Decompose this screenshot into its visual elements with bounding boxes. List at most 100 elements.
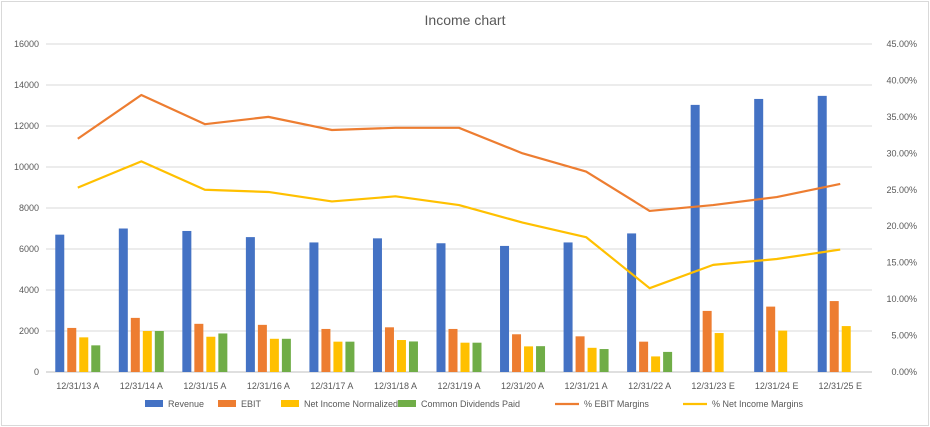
left-tick-label: 14000: [14, 80, 39, 90]
legend-swatch: [398, 400, 416, 407]
bar-revenue: [690, 104, 700, 372]
bar-net-income-normalized: [651, 356, 661, 372]
bar-revenue: [55, 234, 65, 372]
bar-ebit: [512, 334, 522, 372]
bar-ebit: [194, 323, 204, 372]
bar-ebit: [702, 310, 712, 372]
bar-net-income-normalized: [333, 341, 343, 372]
bar-net-income-normalized: [714, 333, 724, 372]
bar-ebit: [639, 341, 649, 372]
right-tick-label: 40.00%: [886, 75, 917, 85]
x-tick-label: 12/31/22 A: [628, 381, 671, 391]
bar-common-dividends-paid: [408, 341, 418, 372]
bar-net-income-normalized: [206, 336, 216, 372]
bar-revenue: [817, 95, 827, 373]
right-tick-label: 10.00%: [886, 294, 917, 304]
bar-common-dividends-paid: [599, 349, 609, 372]
x-tick-label: 12/31/19 A: [437, 381, 480, 391]
bar-common-dividends-paid: [218, 333, 228, 372]
legend-swatch: [281, 400, 299, 407]
x-tick-label: 12/31/20 A: [501, 381, 544, 391]
legend-item: Revenue: [145, 399, 204, 409]
bar-revenue: [563, 242, 573, 372]
left-tick-label: 10000: [14, 162, 39, 172]
legend-label: EBIT: [241, 399, 262, 409]
left-tick-label: 16000: [14, 39, 39, 49]
right-tick-label: 0.00%: [891, 367, 917, 377]
bars: [55, 95, 851, 373]
x-tick-label: 12/31/24 E: [755, 381, 799, 391]
bar-common-dividends-paid: [281, 338, 291, 372]
bar-ebit: [257, 324, 267, 372]
x-tick-label: 12/31/23 E: [691, 381, 735, 391]
chart-title: Income chart: [424, 12, 506, 28]
line--ebit-margins: [77, 93, 841, 213]
right-tick-label: 25.00%: [886, 185, 917, 195]
left-tick-label: 6000: [19, 244, 39, 254]
bar-revenue: [182, 230, 192, 372]
legend-label: Common Dividends Paid: [421, 399, 520, 409]
legend-item: % Net Income Margins: [683, 399, 804, 409]
x-tick-label: 12/31/14 A: [120, 381, 163, 391]
right-tick-label: 5.00%: [891, 331, 917, 341]
bar-common-dividends-paid: [345, 341, 355, 372]
legend-item: EBIT: [218, 399, 262, 409]
legend-item: % EBIT Margins: [555, 399, 649, 409]
left-tick-label: 0: [34, 367, 39, 377]
x-tick-label: 12/31/13 A: [56, 381, 99, 391]
bar-net-income-normalized: [142, 331, 152, 372]
bar-net-income-normalized: [460, 342, 470, 372]
bar-ebit: [67, 327, 77, 372]
left-axis-ticks: 0 2000 4000 6000 8000 10000 12000 14000 16000: [14, 39, 39, 377]
bar-ebit: [575, 336, 585, 372]
bar-common-dividends-paid: [91, 345, 101, 372]
legend-swatch: [145, 400, 163, 407]
legend-label: % Net Income Margins: [712, 399, 804, 409]
bar-net-income-normalized: [778, 330, 788, 372]
line--net-income-margins: [77, 160, 841, 290]
left-tick-label: 8000: [19, 203, 39, 213]
x-tick-label: 12/31/18 A: [374, 381, 417, 391]
bar-revenue: [245, 237, 255, 372]
lines: [77, 93, 841, 290]
bar-revenue: [372, 238, 382, 372]
left-tick-label: 4000: [19, 285, 39, 295]
x-tick-label: 12/31/16 A: [247, 381, 290, 391]
left-tick-label: 2000: [19, 326, 39, 336]
bar-revenue: [118, 228, 128, 372]
bar-revenue: [436, 243, 446, 372]
bar-net-income-normalized: [587, 347, 597, 372]
bar-common-dividends-paid: [154, 331, 164, 372]
right-tick-label: 45.00%: [886, 39, 917, 49]
bar-common-dividends-paid: [536, 346, 546, 372]
bar-net-income-normalized: [524, 346, 534, 372]
bar-revenue: [754, 98, 764, 372]
legend: Revenue EBIT Net Income Normalized Common D…: [145, 399, 804, 409]
left-tick-label: 12000: [14, 121, 39, 131]
bar-ebit: [384, 327, 394, 372]
right-tick-label: 20.00%: [886, 221, 917, 231]
bar-net-income-normalized: [79, 337, 89, 372]
legend-label: % EBIT Margins: [584, 399, 649, 409]
bar-ebit: [130, 317, 140, 372]
bar-revenue: [500, 245, 510, 372]
legend-label: Revenue: [168, 399, 204, 409]
bar-common-dividends-paid: [472, 342, 482, 372]
bar-revenue: [309, 242, 319, 372]
legend-item: Net Income Normalized: [281, 399, 398, 409]
bar-revenue: [627, 233, 637, 372]
legend-item: Common Dividends Paid: [398, 399, 520, 409]
x-tick-label: 12/31/25 E: [818, 381, 862, 391]
bar-net-income-normalized: [396, 340, 406, 372]
right-tick-label: 15.00%: [886, 258, 917, 268]
bar-ebit: [766, 306, 776, 372]
right-tick-label: 30.00%: [886, 148, 917, 158]
right-tick-label: 35.00%: [886, 112, 917, 122]
legend-swatch: [218, 400, 236, 407]
grid-lines: [46, 43, 872, 373]
bar-ebit: [829, 301, 839, 372]
right-axis-ticks: 0.00% 5.00% 10.00% 15.00% 20.00% 25.00% 30.00%…: [886, 39, 917, 377]
bar-net-income-normalized: [841, 326, 851, 372]
x-tick-label: 12/31/17 A: [310, 381, 353, 391]
